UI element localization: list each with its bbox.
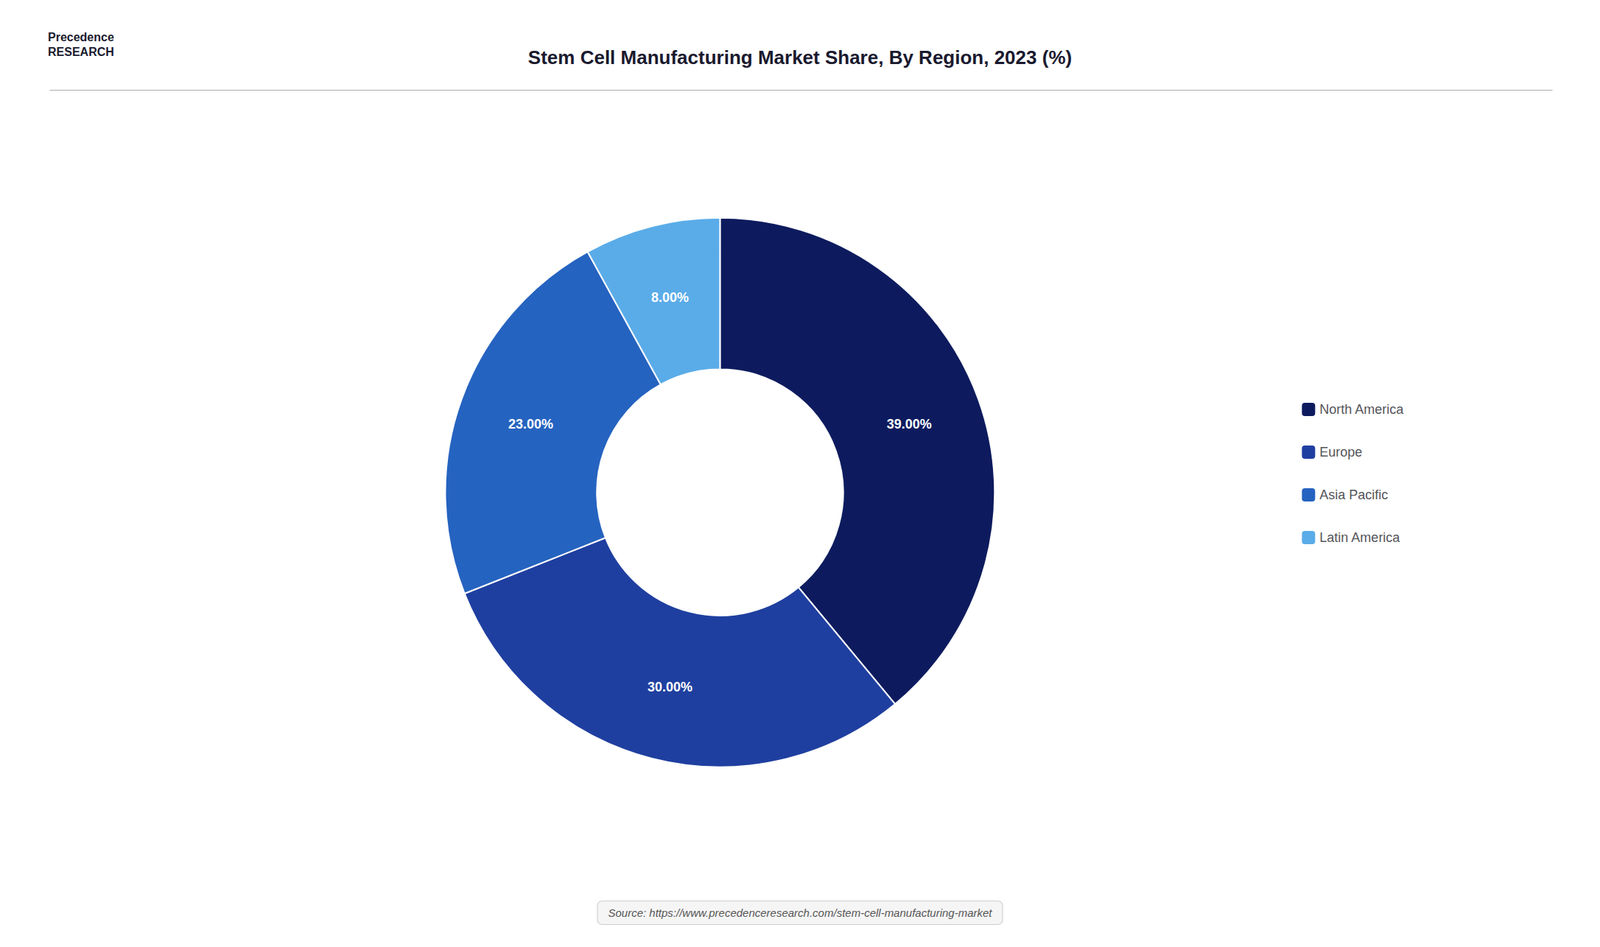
- svg-text:23.00%: 23.00%: [508, 416, 554, 432]
- svg-text:Precedence: Precedence: [47, 30, 115, 44]
- svg-text:Latin America: Latin America: [1319, 530, 1401, 546]
- svg-text:Asia Pacific: Asia Pacific: [1319, 487, 1388, 503]
- svg-text:Europe: Europe: [1319, 444, 1363, 460]
- svg-text:30.00%: 30.00%: [647, 679, 693, 695]
- svg-text:8.00%: 8.00%: [651, 290, 689, 305]
- svg-text:Source: https://www.precedence: Source: https://www.precedenceresearch.c…: [607, 906, 993, 920]
- svg-text:North America: North America: [1319, 402, 1405, 417]
- svg-text:Stem Cell Manufacturing Market: Stem Cell Manufacturing Market Share, By…: [528, 46, 1072, 69]
- svg-text:RESEARCH: RESEARCH: [47, 45, 115, 59]
- svg-text:39.00%: 39.00%: [886, 416, 932, 432]
